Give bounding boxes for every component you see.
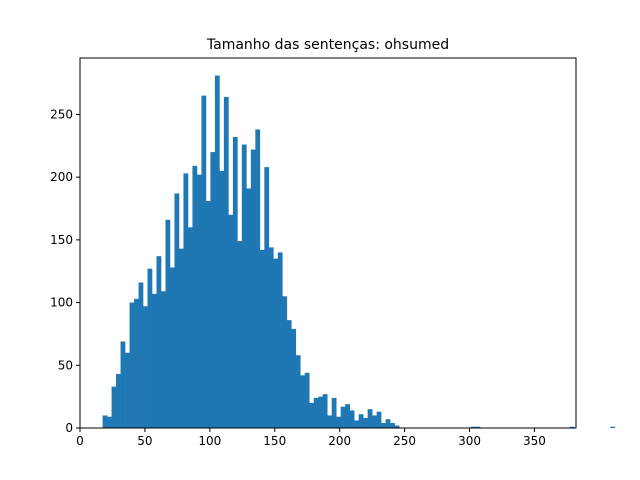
- histogram-bar: [125, 352, 130, 428]
- x-tick-label: 50: [137, 434, 152, 448]
- histogram-bar: [322, 394, 328, 428]
- y-tick-label: 100: [50, 296, 73, 310]
- histogram-bar: [210, 152, 216, 428]
- histogram-bar: [196, 174, 202, 428]
- histogram-bar: [390, 422, 395, 428]
- histogram-bar: [255, 129, 261, 429]
- histogram-bar: [385, 419, 391, 428]
- histogram-bar: [187, 227, 193, 428]
- x-tick-label: 200: [328, 434, 351, 448]
- histogram-bar: [300, 375, 306, 428]
- histogram-bar: [156, 256, 162, 428]
- y-tick-label: 50: [58, 358, 73, 372]
- histogram-bar: [304, 372, 310, 428]
- histogram-bar: [214, 75, 220, 428]
- histogram-bar: [129, 302, 135, 428]
- histogram-bar: [327, 415, 333, 428]
- y-tick-label: 0: [65, 421, 73, 435]
- histogram-bar: [178, 248, 184, 428]
- histogram-bar: [318, 396, 324, 428]
- y-tick-label: 200: [50, 170, 73, 184]
- histogram-bar: [192, 165, 198, 428]
- x-tick-label: 150: [263, 434, 286, 448]
- histogram-bar: [372, 415, 377, 428]
- histogram-bar: [237, 241, 243, 428]
- plot-frame: [79, 57, 577, 429]
- x-tick-label: 300: [458, 434, 481, 448]
- histogram-bar: [313, 397, 319, 428]
- histogram-bar: [367, 409, 373, 428]
- histogram-bar: [147, 268, 153, 428]
- histogram-bar: [246, 188, 252, 428]
- bars-group: [102, 75, 616, 429]
- histogram-bar: [120, 341, 126, 428]
- histogram-bar: [358, 414, 364, 428]
- histogram-bar: [345, 404, 350, 428]
- histogram-bar: [143, 306, 148, 428]
- histogram-bar: [111, 386, 117, 428]
- histogram-bar: [295, 355, 301, 428]
- histogram-bar: [174, 193, 180, 428]
- histogram-bar: [259, 249, 265, 428]
- y-tick-label: 250: [50, 107, 73, 121]
- histogram-bar: [138, 282, 144, 428]
- x-axis-ticks: 0 50 100 150 200 250 300 350: [76, 428, 546, 448]
- histogram-bar: [223, 96, 229, 429]
- histogram-bar: [250, 149, 256, 428]
- histogram-bar: [394, 425, 400, 428]
- histogram-bar: [381, 422, 386, 428]
- histogram-bar: [340, 406, 346, 428]
- histogram-bar: [376, 411, 382, 428]
- histogram-bar: [160, 291, 166, 428]
- histogram-bar: [165, 219, 171, 428]
- histogram-bar: [264, 167, 270, 428]
- histogram-bar: [273, 258, 279, 428]
- histogram-bar: [107, 416, 112, 428]
- histogram-bar: [336, 416, 341, 428]
- histogram-bar: [169, 267, 175, 428]
- histogram-bar: [183, 173, 189, 428]
- x-tick-label: 250: [393, 434, 416, 448]
- histogram-bar: [205, 200, 211, 428]
- histogram-bar: [232, 137, 238, 428]
- histogram-bar: [331, 397, 337, 428]
- histogram-bar: [241, 144, 247, 429]
- histogram-bar: [152, 293, 157, 428]
- histogram-bar: [219, 170, 225, 429]
- histogram-bar: [349, 410, 355, 428]
- histogram-bar: [277, 252, 283, 428]
- histogram-bar: [102, 415, 108, 428]
- histogram-bar: [134, 298, 139, 428]
- histogram-bar: [291, 328, 297, 428]
- y-axis-ticks: 0 50 100 150 200 250: [50, 107, 80, 435]
- histogram-bar: [610, 426, 616, 428]
- histogram-bar: [228, 214, 234, 428]
- histogram-bar: [363, 417, 368, 428]
- histogram-bar: [268, 247, 274, 428]
- histogram-bar: [470, 426, 476, 428]
- histogram-bar: [116, 374, 121, 428]
- x-tick-label: 350: [523, 434, 546, 448]
- histogram-bar: [286, 320, 292, 428]
- histogram-bar: [475, 426, 481, 428]
- histogram-bar: [354, 420, 359, 428]
- histogram-bar: [569, 426, 575, 428]
- x-tick-label: 100: [198, 434, 221, 448]
- histogram-bar: [282, 296, 288, 428]
- y-tick-label: 150: [50, 233, 73, 247]
- x-tick-label: 0: [76, 434, 84, 448]
- histogram-bar: [309, 402, 315, 428]
- chart-title: Tamanho das sentenças: ohsumed: [206, 37, 449, 53]
- histogram-bar: [201, 95, 207, 428]
